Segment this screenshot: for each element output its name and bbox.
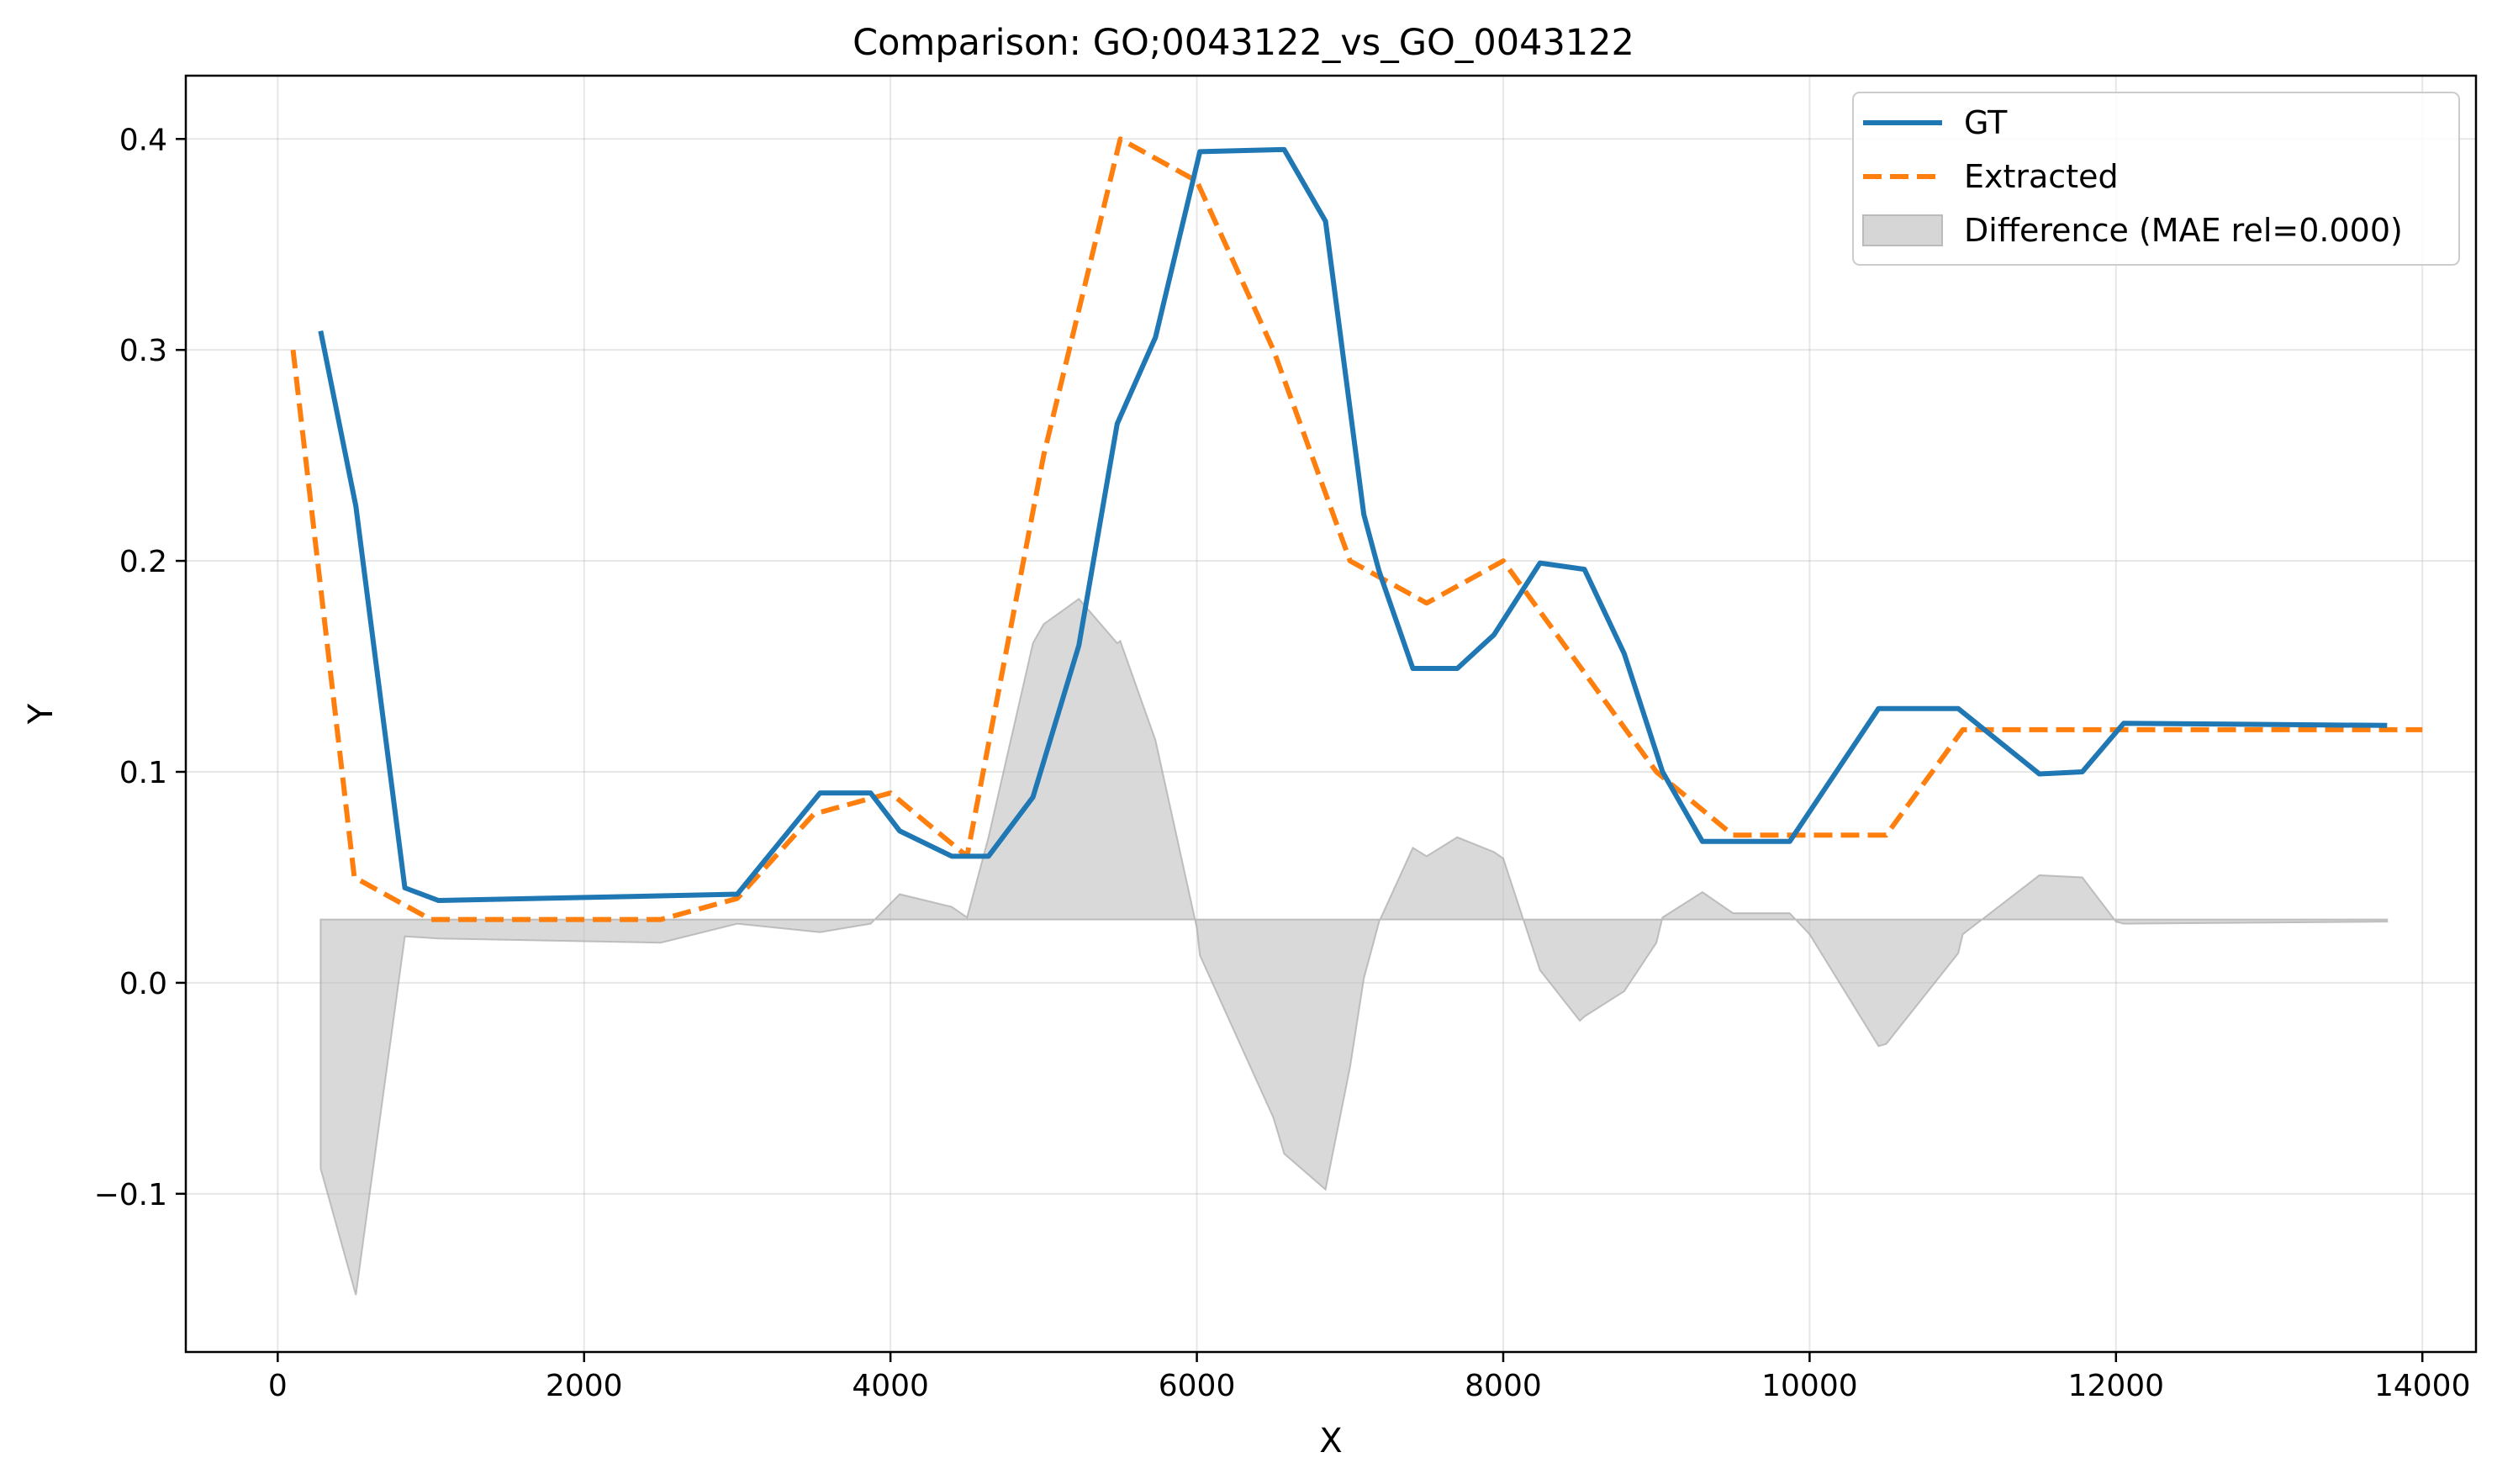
x-tick-label: 12000 <box>2068 1369 2165 1403</box>
y-tick-label: 0.0 <box>119 967 167 1001</box>
series-lines-layer <box>290 136 2423 922</box>
x-tick-label: 8000 <box>1465 1369 1542 1403</box>
plot-frame <box>184 74 2478 1354</box>
difference-area <box>319 597 2389 1296</box>
legend-swatch-difference <box>1862 214 1943 246</box>
x-tick-label: 2000 <box>546 1369 623 1403</box>
axis-ticks: 0 2000 4000 6000 8000 10000 12000 14000 −0.1 0.0 0… <box>94 123 2471 1403</box>
y-tick-label: −0.1 <box>94 1178 167 1212</box>
y-tick-label: 0.4 <box>119 123 167 157</box>
x-tick-label: 4000 <box>852 1369 929 1403</box>
x-axis-label: X <box>1319 1422 1342 1460</box>
x-tick-label: 6000 <box>1159 1369 1236 1403</box>
x-tick-label: 14000 <box>2374 1369 2471 1403</box>
x-tick-label: 10000 <box>1761 1369 1858 1403</box>
legend-label-extracted: Extracted <box>1964 158 2119 195</box>
y-tick-label: 0.2 <box>119 545 167 579</box>
legend: GT Extracted Difference (MAE rel=0.000) <box>1852 92 2460 266</box>
y-tick-label: 0.1 <box>119 756 167 790</box>
legend-box <box>1852 92 2460 266</box>
gt-series-line <box>318 146 2388 904</box>
y-axis-label: Y <box>22 703 61 725</box>
chart-title: Comparison: GO;0043122_vs_GO_0043122 <box>853 22 1634 64</box>
legend-label-gt: GT <box>1964 104 2008 141</box>
y-tick-label: 0.3 <box>119 334 167 368</box>
x-tick-label: 0 <box>268 1369 288 1403</box>
legend-label-difference: Difference (MAE rel=0.000) <box>1964 212 2403 249</box>
difference-area-layer <box>319 597 2389 1296</box>
extracted-series-line <box>290 136 2423 922</box>
